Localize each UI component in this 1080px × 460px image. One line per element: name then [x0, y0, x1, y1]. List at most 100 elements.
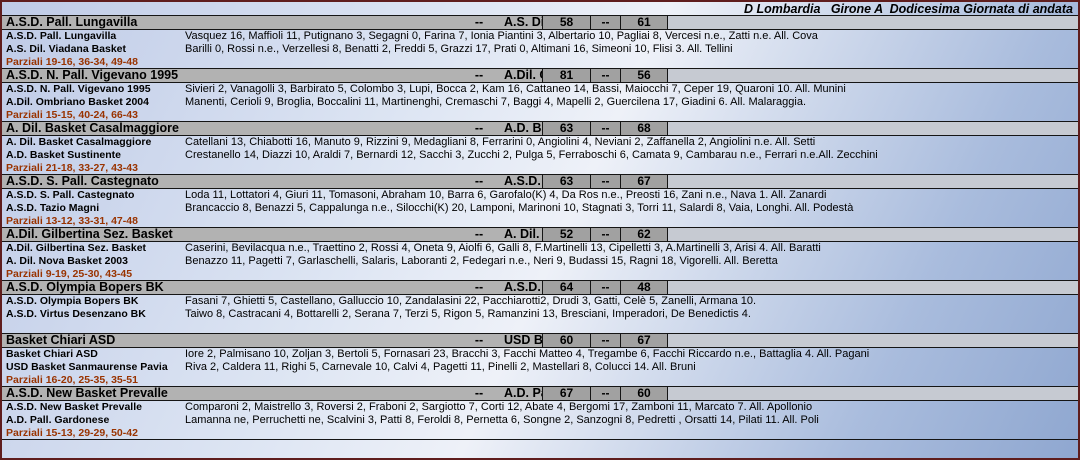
teams-separator: --	[474, 281, 484, 294]
home-score: 81	[542, 69, 590, 82]
away-players-row: A.S. Dil. Viadana Basket Barilli 0, Ross…	[2, 43, 1078, 56]
match-header-teams: A.S.D. Olympia Bopers BK -- A.S.D. Virtu…	[2, 281, 542, 294]
teams-separator: --	[474, 122, 484, 135]
home-score: 52	[542, 228, 590, 241]
away-team-label: A.S. Dil. Viadana Basket	[6, 43, 127, 55]
home-team-name: A. Dil. Basket Casalmaggiore	[6, 122, 179, 135]
partials-line: Parziali 15-15, 40-24, 66-43	[2, 109, 1078, 122]
header-filler	[668, 387, 1078, 400]
away-team-name: A.Dil. Ombriano Basket 2004	[504, 69, 542, 82]
away-players-line: Barilli 0, Rossi n.e., Verzellesi 8, Ben…	[185, 43, 733, 55]
game-block: A.S.D. Olympia Bopers BK -- A.S.D. Virtu…	[2, 281, 1078, 334]
home-players-line: Fasani 7, Ghietti 5, Castellano, Gallucc…	[185, 295, 757, 307]
match-header: A.S.D. S. Pall. Castegnato -- A.S.D. Taz…	[2, 175, 1078, 189]
match-header: A.Dil. Gilbertina Sez. Basket -- A. Dil.…	[2, 228, 1078, 242]
home-players-row: Basket Chiari ASD Iore 2, Palmisano 10, …	[2, 348, 1078, 361]
home-team-label: A.S.D. New Basket Prevalle	[6, 401, 142, 413]
away-score: 56	[620, 69, 668, 82]
away-players-line: Manenti, Cerioli 9, Broglia, Boccalini 1…	[185, 96, 806, 108]
away-team-label: A.S.D. Tazio Magni	[6, 202, 100, 214]
away-players-row: A.Dil. Ombriano Basket 2004 Manenti, Cer…	[2, 96, 1078, 109]
home-team-name: A.S.D. New Basket Prevalle	[6, 387, 168, 400]
away-players-row: USD Basket Sanmaurense Pavia Riva 2, Cal…	[2, 361, 1078, 374]
match-header: A.S.D. New Basket Prevalle -- A.D. Pall.…	[2, 387, 1078, 401]
partials-line: Parziali 19-16, 36-34, 49-48	[2, 56, 1078, 69]
match-header-teams: A.S.D. Pall. Lungavilla -- A.S. Dil. Via…	[2, 16, 542, 29]
match-header-teams: Basket Chiari ASD -- USD Basket Sanmaure…	[2, 334, 542, 347]
home-team-label: A. Dil. Basket Casalmaggiore	[6, 136, 152, 148]
header-filler	[668, 122, 1078, 135]
home-players-row: A.S.D. N. Pall. Vigevano 1995 Sivieri 2,…	[2, 83, 1078, 96]
home-score: 60	[542, 334, 590, 347]
match-header-teams: A.Dil. Gilbertina Sez. Basket -- A. Dil.…	[2, 228, 542, 241]
away-players-row: A.D. Pall. Gardonese Lamanna ne, Perruch…	[2, 414, 1078, 427]
home-score: 67	[542, 387, 590, 400]
away-players-row: A.S.D. Tazio Magni Brancaccio 8, Benazzi…	[2, 202, 1078, 215]
away-score: 67	[620, 175, 668, 188]
partials-line: Parziali 16-20, 25-35, 35-51	[2, 374, 1078, 387]
teams-separator: --	[474, 334, 484, 347]
home-team-label: Basket Chiari ASD	[6, 348, 98, 360]
away-players-line: Benazzo 11, Pagetti 7, Garlaschelli, Sal…	[185, 255, 778, 267]
page-title: D Lombardia Girone A Dodicesima Giornata…	[2, 2, 1078, 16]
score-separator: --	[590, 387, 620, 400]
away-team-name: A.S. Dil. Viadana Basket	[504, 16, 542, 29]
score-separator: --	[590, 175, 620, 188]
away-score: 67	[620, 334, 668, 347]
teams-separator: --	[474, 228, 484, 241]
away-team-label: USD Basket Sanmaurense Pavia	[6, 361, 168, 373]
away-team-label: A. Dil. Nova Basket 2003	[6, 255, 128, 267]
away-players-line: Taiwo 8, Castracani 4, Bottarelli 2, Ser…	[185, 308, 751, 320]
game-block: A.S.D. N. Pall. Vigevano 1995 -- A.Dil. …	[2, 69, 1078, 122]
home-team-label: A.S.D. Pall. Lungavilla	[6, 30, 117, 42]
game-block: Basket Chiari ASD -- USD Basket Sanmaure…	[2, 334, 1078, 387]
away-score: 48	[620, 281, 668, 294]
score-separator: --	[590, 281, 620, 294]
match-header: A.S.D. N. Pall. Vigevano 1995 -- A.Dil. …	[2, 69, 1078, 83]
partials-line	[2, 321, 1078, 334]
partials-line: Parziali 15-13, 29-29, 50-42	[2, 427, 1078, 440]
away-score: 62	[620, 228, 668, 241]
away-score: 61	[620, 16, 668, 29]
score-separator: --	[590, 228, 620, 241]
home-team-label: A.S.D. S. Pall. Castegnato	[6, 189, 135, 201]
header-filler	[668, 281, 1078, 294]
home-players-row: A.S.D. Olympia Bopers BK Fasani 7, Ghiet…	[2, 295, 1078, 308]
away-team-label: A.Dil. Ombriano Basket 2004	[6, 96, 149, 108]
match-header: Basket Chiari ASD -- USD Basket Sanmaure…	[2, 334, 1078, 348]
partials-line: Parziali 9-19, 25-30, 43-45	[2, 268, 1078, 281]
teams-separator: --	[474, 16, 484, 29]
home-players-line: Catellani 13, Chiabotti 16, Manuto 9, Ri…	[185, 136, 816, 148]
score-separator: --	[590, 334, 620, 347]
home-team-label: A.S.D. N. Pall. Vigevano 1995	[6, 83, 151, 95]
away-team-name: A.D. Pall. Gardonese	[504, 387, 542, 400]
partials-line: Parziali 13-12, 33-31, 47-48	[2, 215, 1078, 228]
teams-separator: --	[474, 387, 484, 400]
game-block: A.Dil. Gilbertina Sez. Basket -- A. Dil.…	[2, 228, 1078, 281]
home-players-row: A. Dil. Basket Casalmaggiore Catellani 1…	[2, 136, 1078, 149]
match-header-teams: A.S.D. S. Pall. Castegnato -- A.S.D. Taz…	[2, 175, 542, 188]
away-team-label: A.D. Basket Sustinente	[6, 149, 121, 161]
away-team-label: A.D. Pall. Gardonese	[6, 414, 110, 426]
home-score: 63	[542, 175, 590, 188]
home-players-line: Iore 2, Palmisano 10, Zoljan 3, Bertoli …	[185, 348, 870, 360]
away-score: 60	[620, 387, 668, 400]
away-players-line: Riva 2, Caldera 11, Righi 5, Carnevale 1…	[185, 361, 696, 373]
home-team-label: A.S.D. Olympia Bopers BK	[6, 295, 139, 307]
home-team-name: A.S.D. Pall. Lungavilla	[6, 16, 138, 29]
away-team-name: USD Basket Sanmaurense Pavia	[504, 334, 542, 347]
away-team-label: A.S.D. Virtus Desenzano BK	[6, 308, 146, 320]
home-players-row: A.S.D. S. Pall. Castegnato Loda 11, Lott…	[2, 189, 1078, 202]
home-team-name: A.S.D. S. Pall. Castegnato	[6, 175, 159, 188]
home-players-row: A.S.D. Pall. Lungavilla Vasquez 16, Maff…	[2, 30, 1078, 43]
score-separator: --	[590, 69, 620, 82]
home-players-line: Loda 11, Lottatori 4, Giuri 11, Tomasoni…	[185, 189, 827, 201]
match-header-teams: A. Dil. Basket Casalmaggiore -- A.D. Bas…	[2, 122, 542, 135]
away-team-name: A.S.D. Tazio Magni	[504, 175, 542, 188]
header-filler	[668, 228, 1078, 241]
home-players-line: Comparoni 2, Maistrello 3, Roversi 2, Fr…	[185, 401, 813, 413]
match-header: A.S.D. Pall. Lungavilla -- A.S. Dil. Via…	[2, 16, 1078, 30]
header-filler	[668, 175, 1078, 188]
game-block: A.S.D. Pall. Lungavilla -- A.S. Dil. Via…	[2, 16, 1078, 69]
